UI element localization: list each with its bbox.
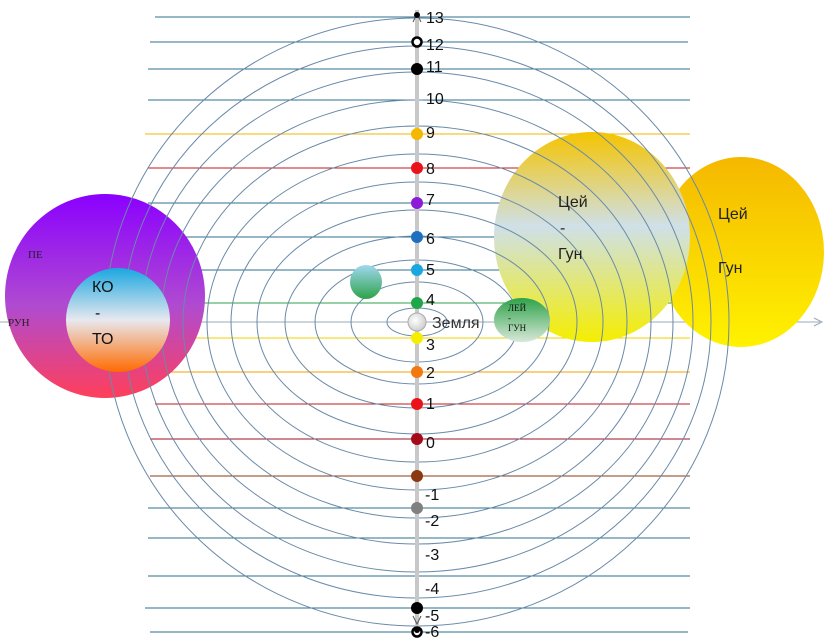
level-label: 5 — [426, 262, 435, 279]
level-label: 7 — [426, 192, 435, 209]
level-marker — [411, 332, 423, 344]
right-sphere-b-line-2: Гун — [718, 260, 742, 277]
left-sphere-bottom-label: РУН — [8, 317, 30, 329]
level-label: 8 — [426, 161, 435, 178]
level-label: 13 — [426, 10, 444, 27]
level-label: 6 — [426, 231, 435, 248]
level-label: 2 — [426, 365, 435, 382]
level-label: -2 — [425, 513, 439, 530]
right-sphere-b — [658, 157, 824, 347]
right-sphere-a-line-2: - — [560, 220, 565, 237]
level-marker-small — [414, 12, 420, 18]
small-green-sphere-line-1: ЛЕЙ — [508, 303, 527, 313]
level-marker — [411, 398, 423, 410]
level-label: 11 — [426, 59, 443, 76]
level-marker — [411, 162, 423, 174]
level-label: 3 — [426, 337, 435, 354]
level-label: -3 — [425, 547, 439, 564]
level-marker — [411, 470, 423, 482]
level-marker — [411, 264, 423, 276]
level-marker — [411, 231, 423, 243]
level-label: 0 — [426, 435, 435, 452]
level-marker — [411, 197, 423, 209]
level-label: 9 — [426, 125, 435, 142]
right-sphere-a-line-3: Гун — [558, 246, 582, 263]
earth-planet — [407, 312, 427, 332]
right-sphere-b-line-1: Цей — [718, 206, 748, 223]
right-sphere-a — [494, 132, 690, 342]
level-label: 12 — [426, 37, 444, 54]
level-label: -4 — [425, 581, 439, 598]
level-marker — [411, 502, 423, 514]
level-label: 1 — [426, 396, 435, 413]
small-blue-sphere — [350, 265, 382, 299]
left-sphere-inner-line-1: КО — [92, 279, 114, 296]
small-green-sphere-line-2: - — [508, 313, 511, 323]
earth-label: Земля — [432, 315, 480, 332]
right-sphere-a-line-1: Цей — [558, 194, 588, 211]
level-label: -5 — [425, 608, 439, 625]
level-label: -6 — [425, 624, 439, 639]
level-marker-small — [414, 627, 420, 633]
level-marker-ring — [411, 36, 423, 48]
level-markers — [411, 12, 423, 638]
small-green-sphere — [494, 298, 550, 342]
level-marker — [411, 602, 423, 614]
level-marker — [411, 433, 423, 445]
left-sphere-inner — [66, 268, 170, 372]
small-green-sphere-line-3: ГУН — [508, 323, 527, 333]
level-marker — [411, 366, 423, 378]
level-label: -1 — [425, 487, 439, 504]
level-marker — [411, 297, 423, 309]
level-label: 10 — [426, 91, 444, 108]
left-sphere-top-label: ПЕ — [28, 249, 43, 261]
left-sphere-inner-line-3: ТО — [92, 331, 114, 348]
level-marker — [411, 128, 423, 140]
level-label: 4 — [426, 292, 435, 309]
left-sphere-inner-line-2: - — [95, 305, 100, 322]
level-marker — [411, 63, 423, 75]
